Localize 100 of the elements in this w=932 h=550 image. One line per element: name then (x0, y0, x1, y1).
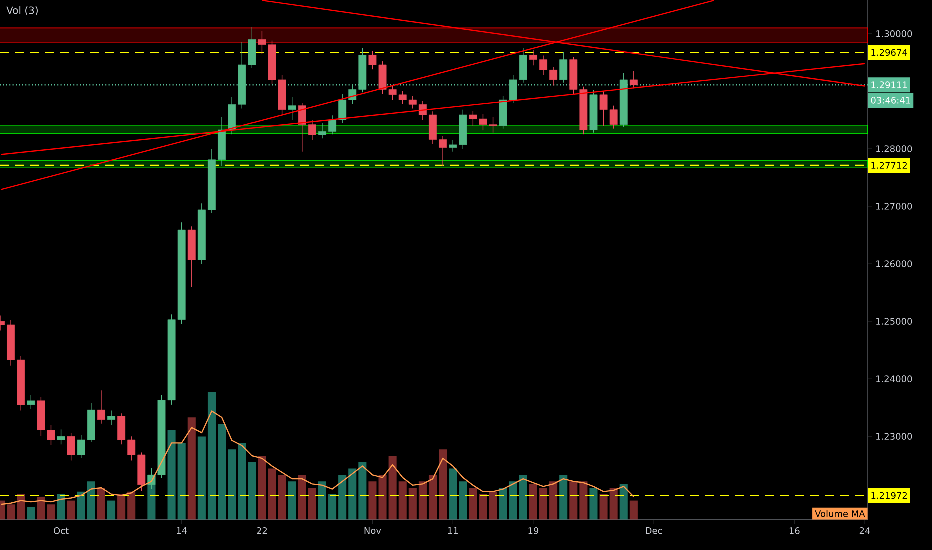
x-tick-label: Dec (646, 528, 662, 534)
bar (489, 492, 498, 520)
bar (439, 450, 448, 520)
chart-title: Vol (3) (6, 6, 38, 16)
bar (238, 443, 246, 520)
candlestick (118, 413, 126, 445)
bar (630, 500, 638, 520)
bar (418, 482, 427, 520)
bar (268, 468, 276, 520)
bar (288, 482, 296, 520)
bar (459, 482, 468, 520)
bar (398, 482, 407, 520)
candlestick (439, 136, 448, 167)
x-tick-label: 19 (528, 528, 539, 534)
bar (87, 482, 96, 520)
bar (428, 475, 438, 520)
candlestick (98, 390, 106, 424)
x-tick-label: 14 (177, 528, 188, 534)
candlestick (418, 100, 427, 121)
bar (7, 504, 16, 520)
bar (570, 482, 578, 520)
ref-line-label: 1.21972 (872, 492, 908, 500)
x-tick-label: 24 (860, 528, 870, 534)
bar (178, 443, 186, 520)
candlestick (338, 94, 347, 124)
candlestick (67, 432, 76, 462)
bar (509, 482, 518, 520)
bar (218, 424, 226, 520)
bar (118, 494, 126, 520)
bar (228, 450, 236, 520)
bar (47, 504, 56, 520)
bar (278, 475, 286, 520)
y-tick-label: 1.24000 (876, 376, 912, 382)
y-tick-label: 1.25000 (876, 318, 912, 325)
bar (600, 494, 608, 520)
bar (620, 484, 628, 520)
ref-line-label: 1.29674 (872, 49, 908, 56)
y-tick-label: 1.26000 (876, 260, 912, 268)
candlestick (77, 435, 86, 459)
candlestick (550, 66, 558, 86)
ref-line-label: 1.27712 (872, 162, 908, 169)
bar (519, 475, 528, 520)
bar (469, 488, 478, 520)
bar (328, 494, 337, 520)
candlestick (529, 50, 538, 66)
bar (67, 500, 76, 520)
candlestick (328, 115, 336, 135)
bar (248, 462, 256, 520)
text: 03:46:41 (871, 97, 910, 104)
candlestick (108, 410, 116, 426)
bar (550, 482, 558, 520)
candlestick (630, 70, 638, 89)
y-tick-label: 1.23000 (876, 433, 912, 440)
bar (408, 488, 417, 520)
bar (348, 468, 357, 520)
bar (590, 488, 598, 520)
bar (188, 418, 196, 520)
x-tick-label: Oct (54, 528, 69, 534)
bar (258, 456, 266, 520)
candlestick (449, 140, 458, 152)
bar (479, 494, 488, 520)
x-tick-label: Nov (364, 528, 382, 534)
candlestick (57, 429, 66, 445)
y-tick-label: 1.30000 (876, 30, 912, 38)
x-tick-label: 16 (790, 528, 800, 534)
x-tick-label: 11 (448, 528, 458, 534)
candlestick (408, 96, 417, 110)
candlestick (540, 55, 548, 76)
bar (128, 492, 136, 520)
bar (27, 507, 36, 520)
bar (37, 496, 46, 520)
candlestick (318, 122, 326, 139)
bar (388, 456, 397, 520)
bar (318, 482, 327, 520)
candlestick (560, 52, 568, 84)
bar (449, 468, 458, 520)
x-tick-label: 22 (257, 528, 268, 534)
y-tick-label: 1.28000 (876, 146, 912, 152)
bar (580, 482, 588, 520)
bar (368, 482, 377, 520)
bar (108, 500, 116, 520)
candlestick (27, 394, 36, 410)
bar (378, 475, 387, 520)
bar (499, 488, 508, 520)
bar (208, 392, 216, 520)
bar (198, 436, 206, 520)
bar (338, 475, 347, 520)
bar (308, 488, 316, 520)
bar (298, 475, 306, 520)
candlestick (308, 120, 316, 141)
bar (610, 488, 618, 520)
candlestick (288, 96, 296, 121)
bar (539, 488, 548, 520)
bar (560, 475, 568, 520)
ref-line-label: 1.29111 (872, 82, 908, 88)
bar (97, 488, 106, 520)
bar (168, 430, 176, 520)
bar (77, 492, 86, 520)
bar (358, 462, 367, 520)
bar (529, 484, 538, 520)
